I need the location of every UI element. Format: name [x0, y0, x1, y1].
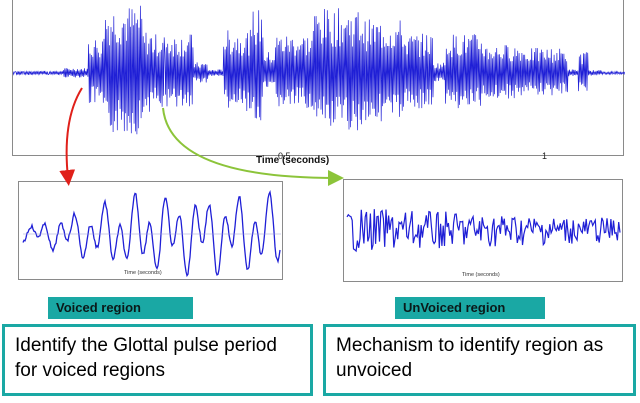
unvoiced-description-box: Mechanism to identify region as unvoiced — [323, 324, 636, 396]
unvoiced-description-text: Mechanism to identify region as unvoiced — [336, 335, 604, 381]
unvoiced-x-axis-label: Time (seconds) — [462, 272, 500, 278]
main-waveform-svg — [13, 5, 625, 135]
main-waveform-plot: 0.5 1 — [12, 0, 625, 161]
voiced-zoom-plot: Time (seconds) — [18, 181, 283, 280]
voiced-description-box: Identify the Glottal pulse period for vo… — [2, 324, 313, 396]
voiced-arrow — [59, 87, 83, 186]
voiced-waveform-svg — [22, 190, 281, 278]
unvoiced-arrow — [162, 107, 344, 186]
voiced-x-axis-label: Time (seconds) — [124, 270, 162, 276]
voiced-description-text: Identify the Glottal pulse period for vo… — [15, 335, 277, 381]
unvoiced-waveform-trace — [346, 209, 621, 253]
main-x-axis-label: Time (seconds) — [256, 155, 330, 166]
unvoiced-region-label: UnVoiced region — [395, 297, 545, 319]
unvoiced-waveform-svg — [346, 209, 621, 253]
voiced-region-label: Voiced region — [48, 297, 193, 319]
unvoiced-zoom-plot: Time (seconds) — [343, 179, 623, 282]
main-waveform-trace — [13, 5, 625, 135]
tick-label-1: 1 — [542, 151, 548, 161]
tick-label-0-5: 0.5 — [278, 151, 291, 161]
voiced-waveform-trace — [22, 190, 281, 278]
